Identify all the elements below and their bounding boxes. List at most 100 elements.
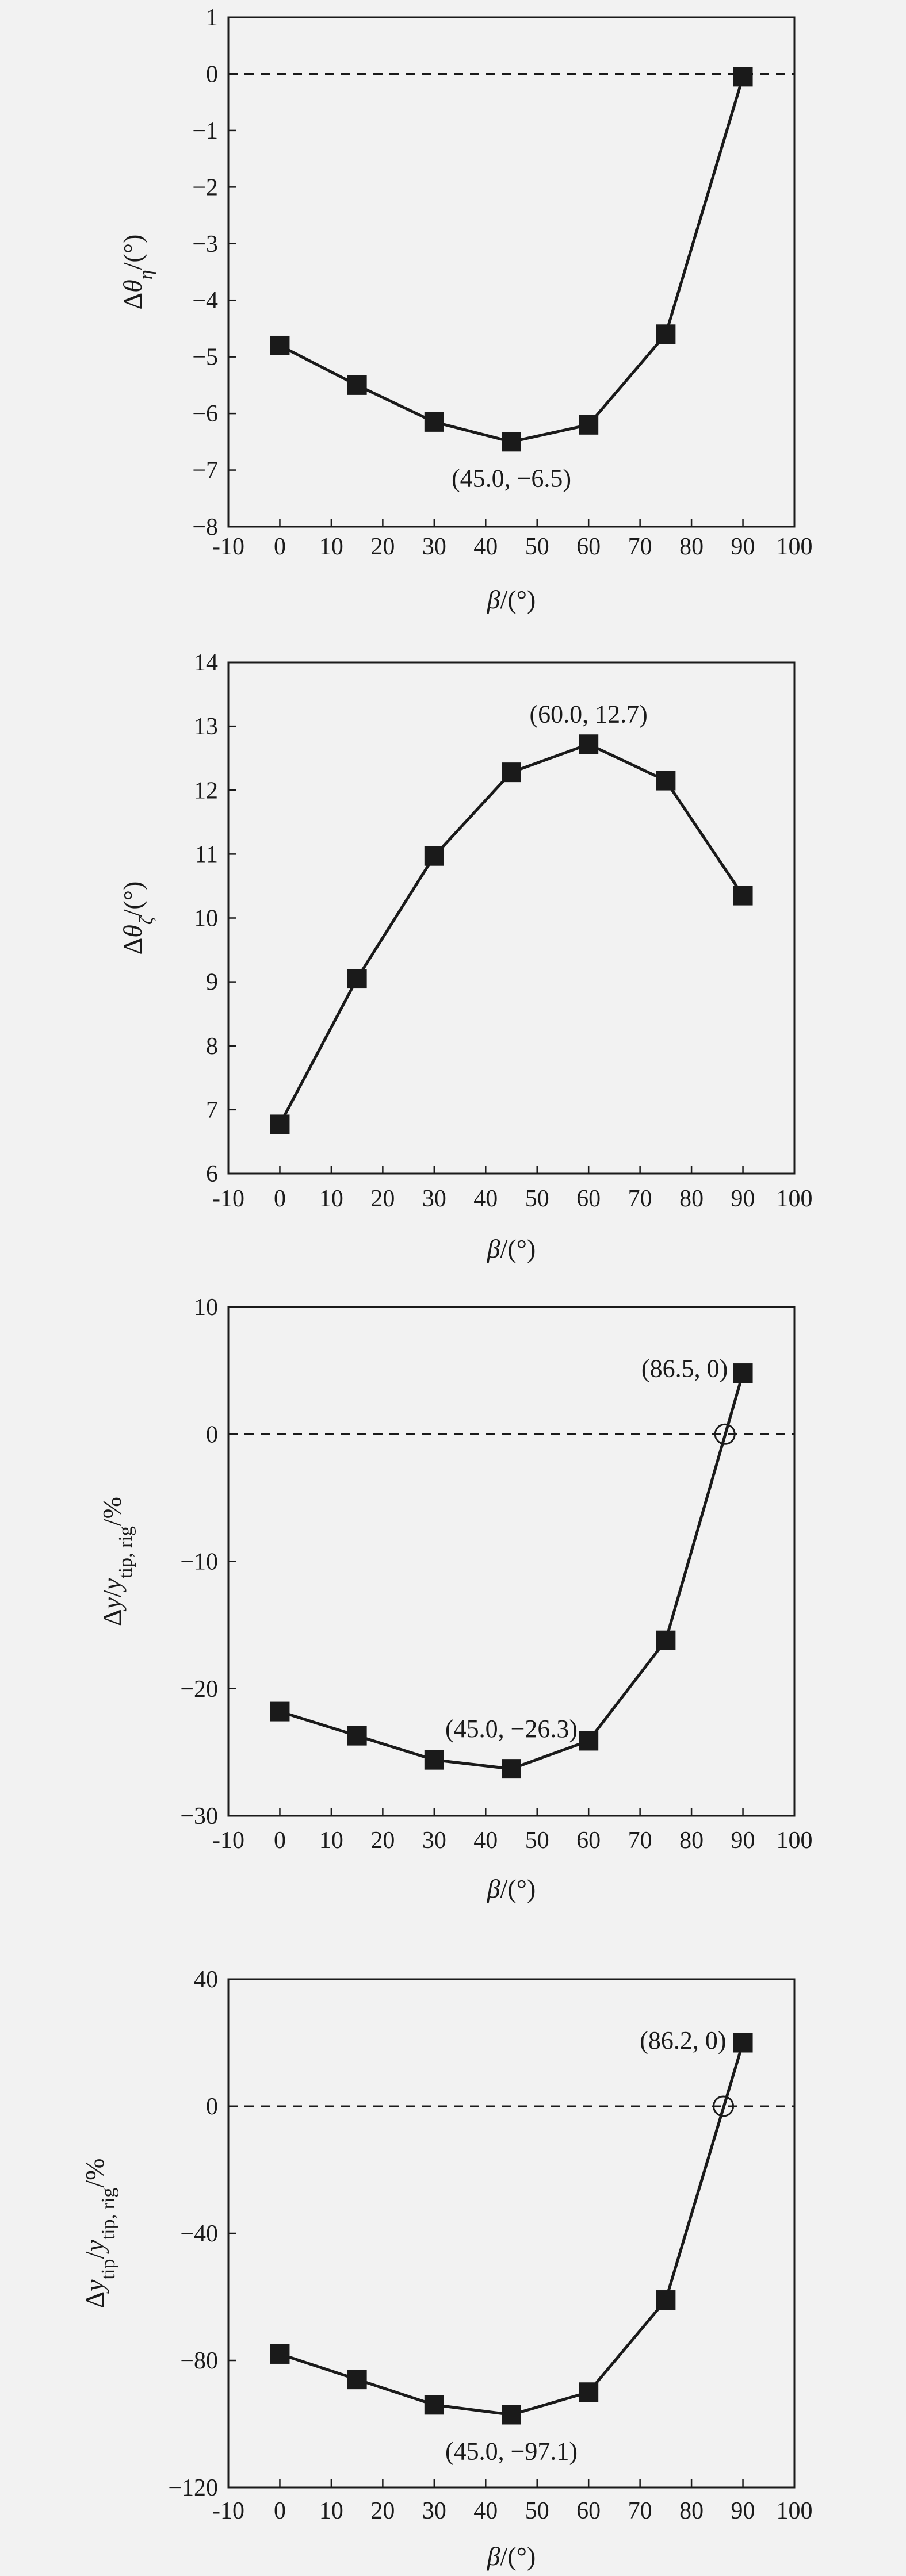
data-point: [424, 1750, 444, 1770]
y-tick-label: 14: [194, 650, 218, 676]
y-tick-label: −80: [180, 2348, 218, 2374]
data-point: [347, 2370, 367, 2390]
data-point: [347, 1726, 367, 1746]
x-tick-label: 90: [731, 534, 755, 560]
y-tick-label: 8: [206, 1033, 218, 1060]
data-point: [733, 2033, 753, 2053]
data-point: [424, 2395, 444, 2415]
data-point: [656, 324, 676, 344]
x-tick-label: 70: [628, 1186, 652, 1212]
y-tick-label: 7: [206, 1097, 218, 1124]
y-tick-label: 11: [195, 841, 218, 868]
x-tick-label: 100: [777, 1186, 813, 1212]
y-tick-label: −2: [192, 174, 218, 201]
x-tick-label: 90: [731, 1827, 755, 1854]
y-tick-label: 1: [206, 5, 218, 31]
zero-crossing-marker: [714, 1423, 736, 1445]
data-point: [733, 885, 753, 906]
x-tick-label: 40: [473, 1186, 498, 1212]
x-tick-label: 60: [576, 2498, 601, 2524]
y-axis-label: Δy/ytip, rig/%: [97, 1497, 136, 1626]
x-tick-label: 60: [576, 1827, 601, 1854]
y-tick-label: 10: [194, 906, 218, 932]
data-point: [502, 432, 521, 452]
zero-crossing-marker: [713, 2095, 735, 2117]
data-point: [656, 770, 676, 791]
x-tick-label: 90: [731, 1186, 755, 1212]
x-tick-label: 100: [777, 2498, 813, 2524]
y-tick-label: 40: [194, 1966, 218, 1993]
x-tick-label: 10: [319, 1186, 343, 1212]
x-tick-label: -10: [212, 534, 244, 560]
data-point: [656, 1630, 676, 1650]
x-tick-label: 50: [525, 2498, 549, 2524]
data-point: [270, 1114, 290, 1134]
chart-panel-3: -10 0 10 20 30 40 50 60 70 80 90 100100−10−20−30(45…: [97, 1294, 813, 1903]
chart-panel-2: -10 0 10 20 30 40 50 60 70 80 90 100 14 13 12 11 10 9 8 7 6 (…: [118, 650, 813, 1263]
data-annotation: (60.0, 12.7): [530, 700, 648, 728]
x-tick-label: 10: [319, 1827, 343, 1854]
x-tick-label: 40: [473, 534, 498, 560]
x-tick-label: -10: [212, 1186, 244, 1212]
x-tick-label: 80: [679, 534, 704, 560]
data-point: [424, 412, 444, 432]
data-point: [347, 375, 367, 395]
x-tick-label: 60: [576, 1186, 601, 1212]
series-line: [278, 742, 744, 1125]
y-tick-label: −20: [180, 1676, 218, 1703]
x-axis-label: β/(°): [487, 1874, 536, 1903]
y-tick-label: 0: [206, 2094, 218, 2120]
data-point: [347, 969, 367, 989]
data-point: [502, 1759, 521, 1779]
x-tick-label: 30: [422, 1186, 446, 1212]
y-tick-label: 10: [194, 1294, 218, 1321]
data-point: [656, 2290, 676, 2310]
data-point: [270, 1701, 290, 1722]
data-point: [424, 846, 444, 866]
x-tick-label: -10: [212, 2498, 244, 2524]
x-tick-label: 100: [777, 1827, 813, 1854]
y-tick-label: −4: [192, 288, 218, 314]
data-point: [579, 2382, 599, 2402]
x-axis-label: β/(°): [487, 585, 536, 614]
x-tick-label: 20: [370, 1827, 395, 1854]
x-tick-label: 0: [274, 534, 286, 560]
x-tick-label: 10: [319, 534, 343, 560]
plot-frame: [227, 661, 796, 1175]
y-tick-label: −6: [192, 401, 218, 427]
y-tick-label: −1: [192, 118, 218, 144]
x-tick-label: 60: [576, 534, 601, 560]
data-point: [579, 415, 599, 435]
x-tick-label: 0: [274, 2498, 286, 2524]
series-line: [279, 2042, 744, 2417]
y-tick-label: 0: [206, 61, 218, 87]
data-annotation: (86.5, 0): [641, 1354, 728, 1382]
y-tick-label: −120: [168, 2475, 218, 2501]
x-tick-label: 100: [777, 534, 813, 560]
data-point: [733, 67, 753, 87]
x-tick-label: 50: [525, 534, 549, 560]
x-axis-label: β/(°): [487, 2542, 536, 2571]
x-tick-label: 30: [422, 1827, 446, 1854]
y-axis-label: Δθη/(°): [118, 235, 157, 310]
x-tick-label: 80: [679, 1186, 704, 1212]
y-tick-label: −5: [192, 344, 218, 371]
y-tick-label: 13: [194, 714, 218, 740]
y-tick-label: −3: [192, 231, 218, 258]
x-tick-label: 0: [274, 1827, 286, 1854]
series-line: [279, 1373, 744, 1770]
plot-frame: [227, 16, 796, 528]
x-tick-label: 70: [628, 1827, 652, 1854]
chart-panel-4: -10 0 10 20 30 40 50 60 70 80 90 100 40 0 −40 −80 −120 (4…: [80, 1966, 813, 2571]
data-annotation: (86.2, 0): [640, 2026, 726, 2054]
x-tick-label: 30: [422, 2498, 446, 2524]
x-tick-label: 80: [679, 1827, 704, 1854]
x-tick-label: 50: [525, 1827, 549, 1854]
x-tick-label: 90: [731, 2498, 755, 2524]
y-axis-label: Δθζ/(°): [118, 881, 157, 955]
x-tick-label: 70: [628, 2498, 652, 2524]
x-tick-label: 80: [679, 2498, 704, 2524]
y-tick-label: 9: [206, 969, 218, 996]
y-axis-label: Δytip/ytip, rig/%: [80, 2159, 119, 2309]
